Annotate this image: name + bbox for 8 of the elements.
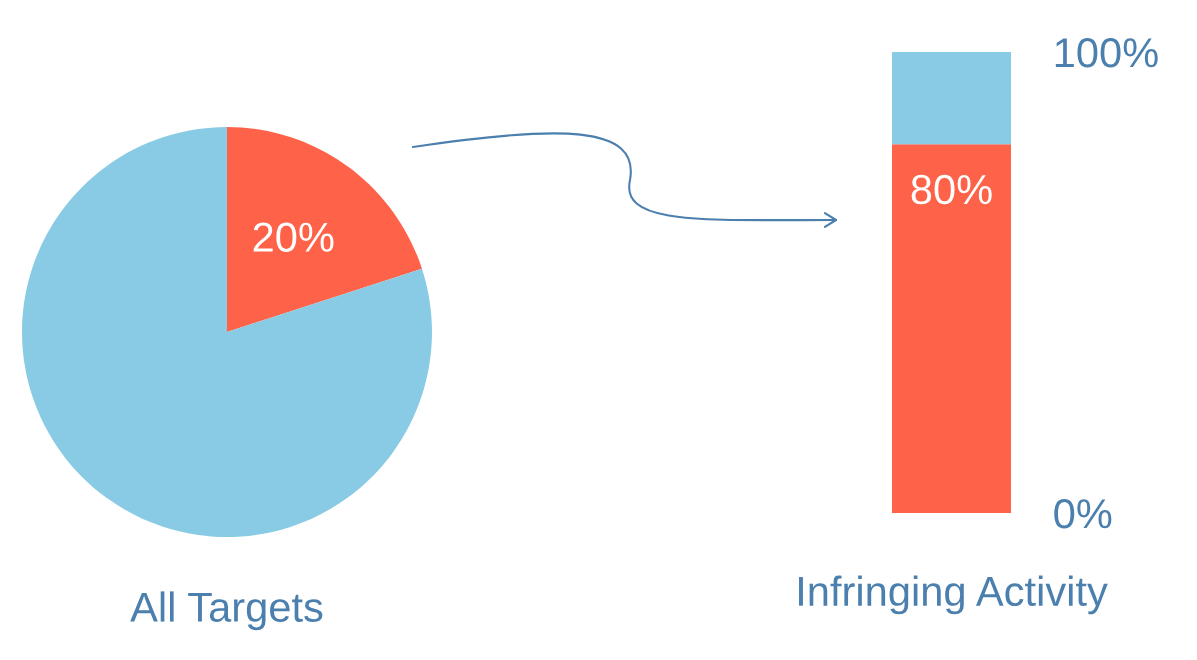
data-label: 20%: [253, 222, 334, 252]
pie-slice: [22, 127, 432, 537]
text: All Targets: [130, 591, 323, 631]
x-axis-title: Infringing Activity: [799, 575, 1108, 615]
pie-slice: [227, 127, 422, 332]
y-tick-label: 0%: [1054, 499, 1112, 529]
y-tick-label: 100%: [1055, 38, 1158, 68]
data-label: 80%: [911, 174, 992, 205]
